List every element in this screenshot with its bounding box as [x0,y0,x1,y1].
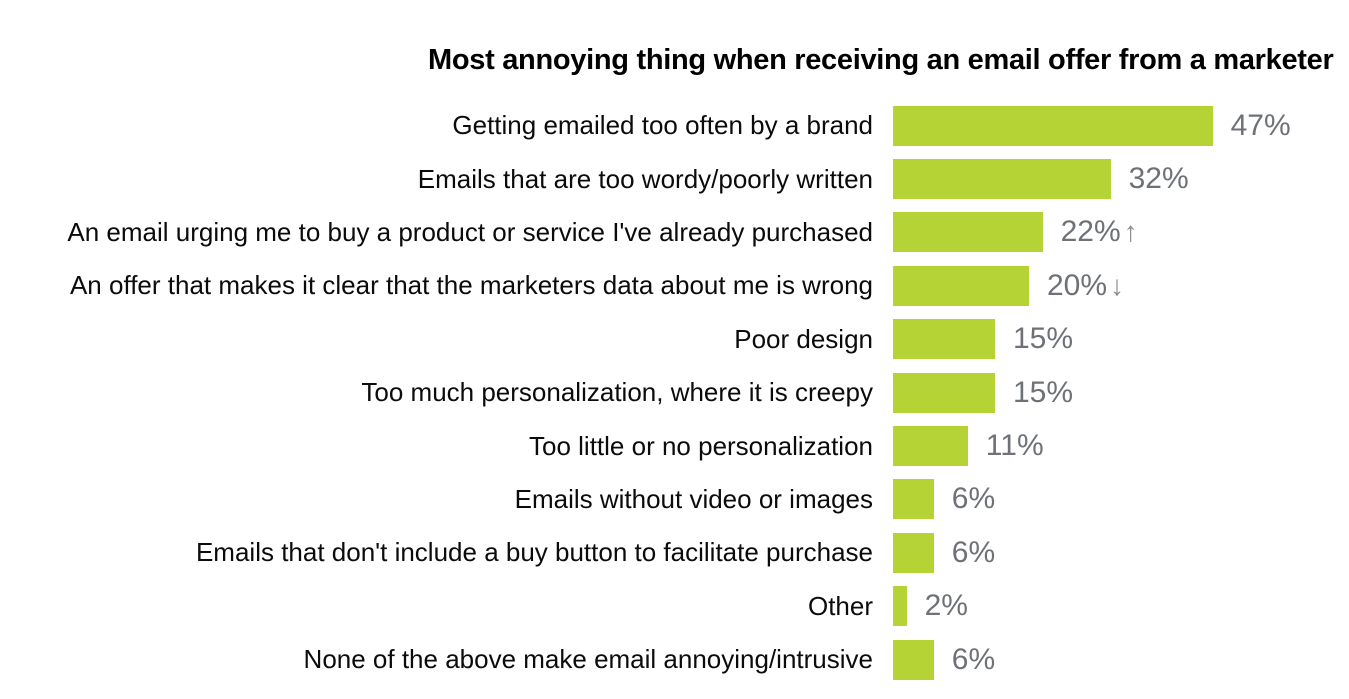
bar-row: Emails that don't include a buy button t… [0,526,1349,579]
bar-value-text: 6% [951,535,996,569]
bar-value-label: 11% [986,429,1044,463]
bar-chart: Getting emailed too often by a brand 47% E… [0,99,1349,686]
trend-down-icon: ↓ [1110,269,1125,301]
bar-row: Getting emailed too often by a brand 47% [0,99,1349,152]
bar-label-text: Emails that don't include a buy button t… [195,537,873,568]
bar-label: Emails that are too wordy/poorly written [0,164,893,195]
bar-label-text: An email urging me to buy a product or s… [67,216,873,247]
bar-label-text: Poor design [734,323,873,354]
bar-label: None of the above make email annoying/in… [0,644,893,675]
bar [893,532,934,573]
bar-value-text: 6% [951,482,996,516]
bar-row: None of the above make email annoying/in… [0,633,1349,686]
bar-label: An email urging me to buy a product or s… [0,217,893,248]
bar [893,479,934,520]
bar-value-label: 6% [952,482,995,516]
bar [893,426,968,467]
bar-value-label: 32% [1129,162,1189,196]
bar-value-label: 22% ↑ [1061,215,1138,249]
bar [893,265,1029,306]
bar-value-text: 32% [1128,162,1189,196]
bar-label: Other [0,591,893,622]
bar-value-label: 6% [952,536,995,570]
bar-value-text: 15% [1013,322,1074,356]
bar-label-text: Too much personalization, where it is cr… [361,377,873,408]
bar [893,212,1043,253]
bar-row: Other 2% [0,580,1349,633]
bar-label-text: None of the above make email annoying/in… [303,644,873,675]
bar-value-label: 47% [1231,109,1291,143]
bar-label: Too little or no personalization [0,431,893,462]
bar-value-text: 47% [1230,108,1291,142]
bar-row: Emails that are too wordy/poorly written… [0,152,1349,205]
bar-label: Poor design [0,324,893,355]
bar-row: An email urging me to buy a product or s… [0,206,1349,259]
bar-label: Emails that don't include a buy button t… [0,537,893,568]
bar-label-text: Emails without video or images [514,483,873,514]
bar [893,639,934,680]
bar-label-text: Too little or no personalization [529,430,873,461]
bar-value-label: 2% [925,589,968,623]
chart-title: Most annoying thing when receiving an em… [428,44,1334,76]
bar-value-text: 20% [1047,268,1108,302]
bar-value-label: 15% [1013,376,1073,410]
bar-value-text: 11% [985,429,1044,463]
bar-value-text: 22% [1060,215,1121,249]
bar-label: An offer that makes it clear that the ma… [0,270,893,301]
trend-up-icon: ↑ [1123,216,1138,248]
bar-value-label: 20% ↓ [1047,269,1124,303]
bar-label: Emails without video or images [0,484,893,515]
bar-value-label: 6% [952,643,995,677]
bar-row: An offer that makes it clear that the ma… [0,259,1349,312]
bar-row: Poor design 15% [0,313,1349,366]
bar-label: Too much personalization, where it is cr… [0,377,893,408]
bar-row: Too little or no personalization 11% [0,419,1349,472]
bar [893,105,1213,146]
bar [893,159,1111,200]
bar [893,372,995,413]
bar-label-text: Emails that are too wordy/poorly written [417,163,873,194]
bar [893,319,995,360]
bar-value-label: 15% [1013,322,1073,356]
bar-row: Too much personalization, where it is cr… [0,366,1349,419]
bar [893,586,907,627]
bar-value-text: 6% [951,642,996,676]
bar-label-text: An offer that makes it clear that the ma… [69,270,873,301]
bar-label-text: Getting emailed too often by a brand [452,110,873,141]
bar-label: Getting emailed too often by a brand [0,110,893,141]
bar-label-text: Other [807,590,873,621]
bar-row: Emails without video or images 6% [0,473,1349,526]
bar-value-text: 15% [1013,375,1074,409]
bar-value-text: 2% [924,589,968,623]
